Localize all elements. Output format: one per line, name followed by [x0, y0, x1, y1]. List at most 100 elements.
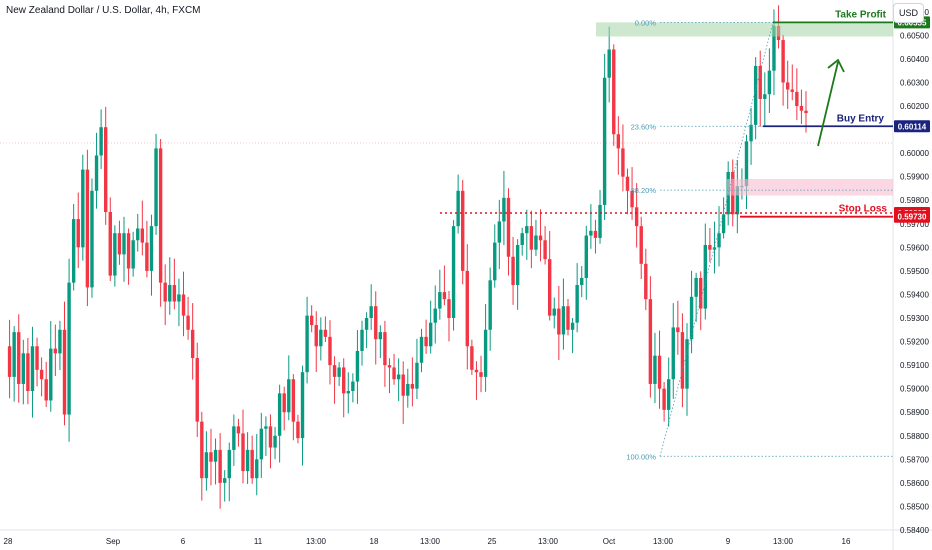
time-tick-label: 18	[370, 537, 379, 546]
candle-body	[300, 372, 305, 439]
candle-body	[90, 190, 94, 288]
candle-body	[392, 367, 396, 380]
candle-body	[351, 381, 355, 392]
candle-body	[268, 426, 273, 448]
price-tick-label: 0.58700	[900, 455, 929, 464]
stop-loss-price-badge: 0.59730	[898, 213, 927, 222]
fib-level-label: 0.00%	[635, 18, 657, 27]
price-tick-label: 0.60000	[900, 149, 929, 158]
time-tick-label: Sep	[106, 537, 121, 546]
candle-body	[410, 383, 415, 389]
candle-body	[566, 306, 570, 330]
candle-body	[785, 82, 790, 90]
candle-body	[30, 346, 35, 392]
price-tick-label: 0.59500	[900, 267, 929, 276]
price-tick-label: 0.60300	[900, 78, 929, 87]
candle-body	[694, 277, 698, 297]
candle-body	[76, 219, 80, 248]
candle-body	[543, 240, 547, 260]
candle-body	[200, 421, 204, 479]
candle-body	[168, 285, 172, 302]
price-tick-label: 0.58900	[900, 408, 929, 417]
candle-body	[406, 383, 410, 396]
candle-body	[497, 221, 502, 243]
candle-body	[479, 372, 483, 377]
candle-body	[140, 228, 145, 243]
candle-body	[561, 306, 566, 335]
candle-body	[213, 449, 218, 462]
candle-body	[662, 388, 666, 410]
candle-body	[772, 25, 776, 71]
candle-body	[758, 65, 762, 99]
candle-body	[653, 355, 657, 384]
price-tick-label: 0.60400	[900, 55, 929, 64]
candle-body	[547, 259, 552, 316]
candle-body	[511, 256, 515, 286]
candle-body	[428, 322, 433, 347]
price-tick-label: 0.59700	[900, 220, 929, 229]
candle-body	[557, 308, 561, 335]
candle-body	[314, 325, 318, 347]
candle-body	[67, 282, 71, 415]
candle-body	[355, 350, 360, 382]
chart-title: New Zealand Dollar / U.S. Dollar, 4h, FX…	[6, 5, 201, 16]
time-axis[interactable]: 28 Sep 6 11 13:00 18 13:00 25 13:00 Oct 13:00 9 13:0…	[4, 537, 851, 546]
candle-body	[122, 233, 126, 255]
candle-body	[488, 280, 492, 330]
candle-body	[195, 358, 199, 422]
candle-body	[17, 332, 21, 384]
candle-body	[296, 421, 300, 439]
candle-body	[136, 228, 140, 241]
stop-loss-price-badge-bg	[894, 210, 930, 223]
fib-level-label: 23.60%	[631, 122, 657, 131]
price-tick-label: 0.60500	[900, 31, 929, 40]
candle-body	[451, 226, 456, 318]
candle-body	[607, 49, 611, 78]
candle-body	[177, 294, 181, 302]
time-tick-label: 11	[254, 537, 263, 546]
time-tick-label: Oct	[603, 537, 616, 546]
candle-body	[671, 327, 675, 380]
candle-body	[685, 339, 689, 389]
candle-body	[689, 296, 694, 340]
candle-body	[232, 426, 236, 450]
candle-body	[337, 367, 341, 377]
candle-body	[442, 292, 447, 300]
target-arrow-head	[827, 58, 845, 73]
candle-body	[804, 110, 808, 114]
candle-body	[575, 285, 579, 323]
candle-body	[438, 292, 442, 309]
currency-button[interactable]: USD	[893, 3, 924, 23]
price-axis[interactable]: 0.606000.605000.604000.603000.602000.600…	[894, 8, 930, 535]
candle-body	[502, 197, 506, 222]
candle-body	[273, 435, 277, 448]
candle-body	[264, 426, 268, 429]
candle-body	[62, 329, 67, 415]
candle-body	[117, 233, 122, 255]
candle-body	[99, 127, 103, 156]
candle-body	[328, 336, 332, 366]
candle-body	[259, 428, 264, 460]
candle-body	[424, 336, 428, 347]
time-tick-label: 13:00	[653, 537, 674, 546]
candle-body	[795, 91, 799, 106]
candle-body	[634, 207, 639, 227]
candle-body	[71, 219, 76, 283]
candle-body	[245, 449, 250, 472]
candle-body	[287, 379, 291, 413]
candle-body	[721, 214, 726, 234]
candle-body	[552, 308, 556, 316]
candle-body	[204, 452, 209, 479]
candle-body	[470, 346, 474, 370]
candle-body	[699, 277, 703, 309]
candle-body	[49, 348, 53, 401]
candle-body	[735, 186, 740, 215]
buy-entry-label: Buy Entry	[837, 113, 885, 124]
candle-body	[493, 242, 497, 281]
price-tick-label: 0.59000	[900, 385, 929, 394]
time-tick-label: 28	[4, 537, 13, 546]
candle-body	[703, 244, 708, 309]
price-tick-label: 0.58500	[900, 502, 929, 511]
candle-body	[383, 332, 387, 366]
